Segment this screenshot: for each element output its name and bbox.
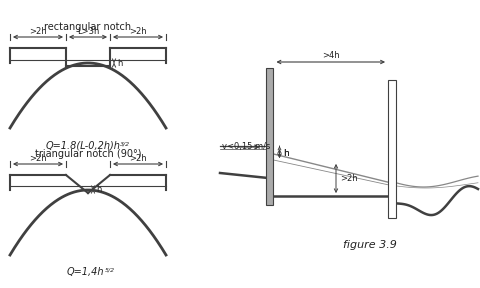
Text: 3/2: 3/2: [120, 141, 130, 146]
Text: rectangular notch: rectangular notch: [44, 22, 132, 32]
Text: Q=1.8(L-0,2h)h: Q=1.8(L-0,2h)h: [46, 140, 120, 150]
Bar: [266, 68, 273, 205]
Text: Q=1,4h: Q=1,4h: [66, 267, 104, 277]
Text: >2h: >2h: [29, 154, 47, 163]
Text: 5/2: 5/2: [105, 268, 115, 273]
Text: h: h: [283, 149, 288, 158]
Text: h: h: [117, 58, 122, 67]
Text: h: h: [283, 149, 288, 158]
Text: >4h: >4h: [322, 51, 339, 60]
Text: >2h: >2h: [129, 154, 146, 163]
Text: v<0,15 m/s: v<0,15 m/s: [222, 143, 270, 151]
Text: >2h: >2h: [29, 27, 47, 36]
Text: L>3h: L>3h: [77, 27, 99, 36]
Text: triangular notch (90°): triangular notch (90°): [35, 149, 141, 159]
Bar: [387, 80, 395, 218]
Text: figure 3.9: figure 3.9: [342, 240, 396, 250]
Text: >2h: >2h: [339, 174, 357, 183]
Text: h: h: [96, 185, 101, 194]
Text: >2h: >2h: [129, 27, 146, 36]
